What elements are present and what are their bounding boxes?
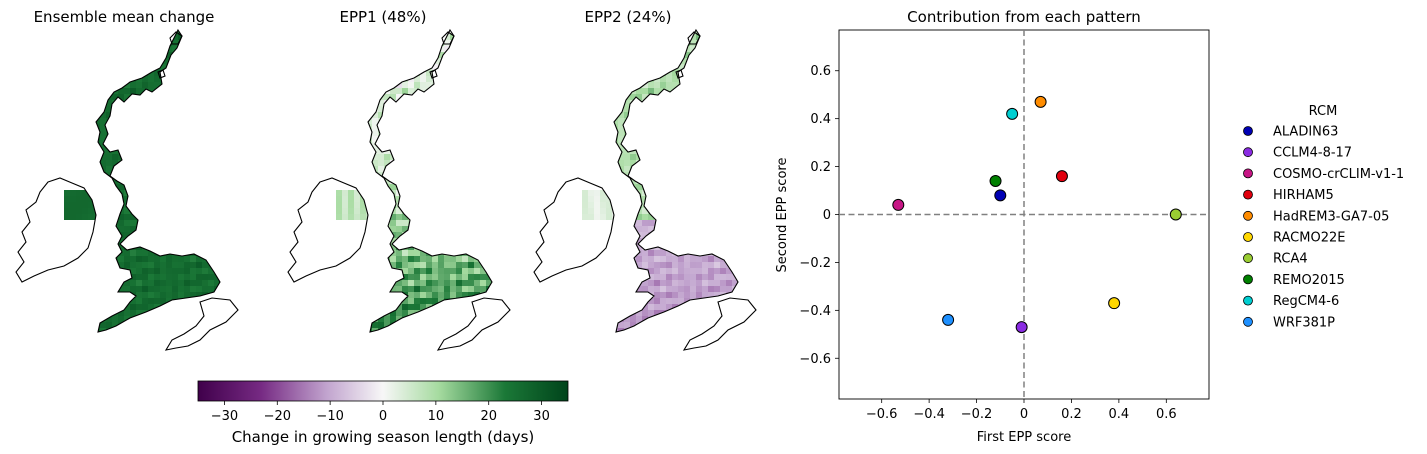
x-tick-label: 0.4	[1109, 407, 1130, 422]
x-tick-label: 0	[1020, 407, 1028, 422]
point-hadrem3-ga7-05	[1034, 95, 1047, 108]
islands-outline	[675, 69, 684, 79]
point-racmo22e	[1108, 297, 1121, 310]
legend-marker	[1243, 232, 1253, 242]
great-britain-outline	[367, 28, 493, 333]
legend-marker	[1243, 316, 1253, 327]
legend: RCM ALADIN63 CCLM4-8-17 COSMO-crCLIM-v1-1 H…	[1243, 104, 1404, 330]
y-axis-label: Second EPP score	[775, 158, 790, 273]
legend-marker	[1243, 295, 1253, 306]
ireland-outline	[15, 177, 97, 283]
legend-title: RCM	[1309, 104, 1338, 119]
map-epp1: EPP1 (48%)	[287, 8, 511, 351]
legend-label: RACMO22E	[1273, 231, 1345, 246]
legend-label: CCLM4-8-17	[1273, 146, 1352, 161]
legend-label: HIRHAM5	[1273, 188, 1334, 203]
islands-outline	[157, 69, 166, 79]
point-aladin63	[994, 189, 1007, 202]
colorbar-tick-label: −30	[211, 409, 238, 424]
point-cclm4-8-17	[1015, 321, 1028, 334]
france-coast-outline	[164, 297, 239, 351]
map-title: Ensemble mean change	[34, 8, 215, 26]
point-remo2015	[989, 174, 1002, 187]
orkney-outline	[687, 31, 701, 45]
legend-marker	[1243, 274, 1253, 285]
legend-marker	[1243, 210, 1253, 221]
colorbar-tick-label: 0	[379, 409, 387, 424]
point-cosmo-crclim-v1-1	[892, 198, 905, 211]
legend-marker	[1243, 189, 1253, 200]
orkney-outline	[169, 31, 183, 45]
map-title: EPP1 (48%)	[340, 8, 427, 26]
legend-label: HadREM3-GA7-05	[1273, 209, 1389, 224]
point-hirham5	[1055, 170, 1068, 183]
y-tick-label: 0.2	[810, 160, 831, 175]
great-britain-outline	[95, 28, 221, 333]
orkney-outline	[441, 31, 455, 45]
colorbar-tick-label: −10	[316, 409, 343, 424]
colorbar-label: Change in growing season length (days)	[232, 428, 535, 446]
colorbar-gradient	[197, 380, 569, 402]
point-wrf381p	[942, 313, 955, 326]
legend-marker	[1243, 126, 1253, 136]
x-tick-label: −0.4	[913, 407, 945, 422]
x-tick-label: 0.6	[1156, 407, 1177, 422]
x-axis-label: First EPP score	[977, 430, 1071, 445]
colorbar-tick-label: −20	[264, 409, 291, 424]
legend-marker	[1243, 147, 1253, 158]
colorbar: −30 −20 −10 0 10 20 30 Change in growing seaso…	[197, 380, 569, 446]
scatter-chart: Contribution from each pattern −0.6 −0.4−…	[775, 8, 1210, 445]
y-tick-label: 0.6	[810, 64, 831, 79]
great-britain-outline	[613, 28, 739, 333]
y-tick-label: −0.2	[799, 256, 831, 271]
map-epp2: EPP2 (24%)	[533, 8, 757, 351]
y-tick-label: 0.4	[810, 112, 831, 127]
y-tick-label: −0.4	[799, 304, 831, 319]
islands-outline	[429, 69, 438, 79]
legend-label: COSMO-crCLIM-v1-1	[1273, 167, 1404, 182]
legend-label: WRF381P	[1273, 315, 1335, 330]
map-ensemble-mean: Ensemble mean change	[15, 8, 239, 351]
map-title: EPP2 (24%)	[585, 8, 672, 26]
legend-label: RCA4	[1273, 252, 1308, 267]
chart-title: Contribution from each pattern	[907, 8, 1141, 26]
x-tick-label: −0.2	[961, 407, 993, 422]
y-tick-label: −0.6	[799, 352, 831, 367]
colorbar-tick-label: 10	[428, 409, 445, 424]
france-coast-outline	[682, 297, 757, 351]
ireland-outline	[533, 177, 615, 283]
point-regcm4-6	[1006, 107, 1019, 120]
colorbar-tick-label: 30	[533, 409, 550, 424]
y-tick-label: 0	[823, 208, 831, 223]
x-tick-label: −0.6	[866, 407, 898, 422]
point-rca4	[1169, 208, 1182, 221]
ireland-outline	[287, 177, 369, 283]
colorbar-tick-label: 20	[480, 409, 497, 424]
legend-marker	[1243, 168, 1253, 179]
legend-marker	[1243, 253, 1253, 264]
legend-label: ALADIN63	[1273, 125, 1338, 140]
legend-label: REMO2015	[1273, 273, 1345, 288]
france-coast-outline	[436, 297, 511, 351]
x-tick-label: 0.2	[1061, 407, 1082, 422]
legend-label: RegCM4-6	[1273, 294, 1339, 309]
